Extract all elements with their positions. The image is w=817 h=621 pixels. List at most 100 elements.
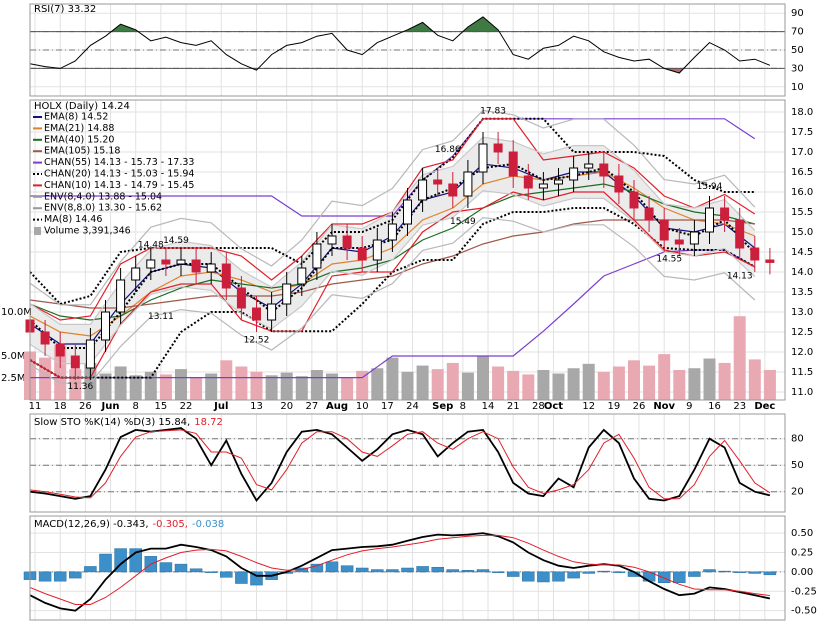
volume-bar bbox=[446, 362, 459, 400]
y-tick-label: 50 bbox=[791, 45, 804, 56]
y-tick-label: 10 bbox=[791, 82, 804, 93]
legend-label: EMA(21) 14.88 bbox=[44, 123, 114, 134]
channel-lower bbox=[29, 190, 756, 365]
candle-body bbox=[297, 267, 307, 285]
volume-bar bbox=[386, 357, 399, 400]
candle-body bbox=[493, 143, 503, 153]
candle-body bbox=[508, 151, 518, 177]
y-tick-label: 16.0 bbox=[791, 187, 813, 198]
candle-body bbox=[252, 307, 261, 321]
x-tick-label: 14 bbox=[482, 401, 495, 412]
histogram-bar bbox=[748, 571, 762, 574]
candle-body bbox=[282, 283, 292, 305]
histogram-bar bbox=[612, 571, 626, 573]
panel-frame bbox=[29, 413, 786, 513]
y-tick-label: 12.5 bbox=[791, 327, 813, 338]
y-tick-label: 90 bbox=[791, 8, 804, 19]
x-tick-label: Sep bbox=[432, 401, 453, 412]
candle-body bbox=[433, 179, 443, 185]
volume-bar bbox=[190, 377, 203, 400]
signal-line bbox=[29, 429, 771, 500]
x-tick-label: 26 bbox=[79, 401, 92, 412]
y-tick-label: 11.5 bbox=[791, 367, 813, 378]
panel-title: MACD(12,26,9) -0.343, -0.305, -0.038 bbox=[34, 519, 224, 530]
histogram-bar bbox=[476, 569, 490, 573]
volume-bar bbox=[265, 375, 278, 400]
candle-body bbox=[191, 259, 201, 273]
x-tick-label: Jun bbox=[101, 401, 120, 412]
volume-bar bbox=[477, 355, 489, 400]
histogram-bar bbox=[416, 566, 429, 573]
histogram-bar bbox=[386, 569, 399, 573]
y-tick-label: 15.0 bbox=[791, 227, 813, 238]
volume-tick-label: 2.5M bbox=[1, 373, 26, 384]
candle-body bbox=[221, 263, 231, 289]
legend-label: CHAN(10) 14.13 - 14.79 - 15.45 bbox=[44, 180, 194, 191]
histogram-bar bbox=[174, 563, 188, 573]
candle-body bbox=[206, 263, 216, 273]
histogram-bar bbox=[491, 571, 505, 573]
volume-bar bbox=[552, 373, 565, 400]
title-part: -0.305, bbox=[153, 519, 188, 530]
volume-bar bbox=[537, 370, 550, 400]
histogram-bar bbox=[431, 566, 444, 573]
panel-frame bbox=[29, 99, 786, 401]
x-tick-label: Nov bbox=[653, 401, 675, 412]
x-tick-label: Dec bbox=[754, 401, 775, 412]
y-tick-label: 16.5 bbox=[791, 167, 813, 178]
legend-label: EMA(40) 15.20 bbox=[44, 134, 114, 145]
candle-body bbox=[55, 343, 65, 357]
volume-bar bbox=[205, 373, 218, 400]
histogram-bar bbox=[38, 571, 52, 582]
volume-bar bbox=[567, 368, 580, 400]
volume-bar bbox=[733, 316, 746, 400]
candle-body bbox=[267, 303, 277, 321]
histogram-bar bbox=[597, 570, 611, 573]
price-annotation: 11.36 bbox=[67, 382, 93, 392]
legend-swatch bbox=[34, 227, 41, 235]
volume-bar bbox=[39, 357, 52, 400]
volume-bar bbox=[99, 373, 112, 400]
y-tick-label: 17.0 bbox=[791, 147, 813, 158]
volume-bar bbox=[492, 366, 505, 400]
histogram-bar bbox=[340, 565, 354, 573]
y-tick-label: 18.0 bbox=[791, 107, 813, 118]
x-tick-label: 27 bbox=[305, 401, 318, 412]
legend-label: ENV(8,4.0) 13.88 - 15.04 bbox=[44, 191, 162, 202]
volume-bar bbox=[401, 371, 414, 400]
title-part: 18.72 bbox=[194, 417, 223, 428]
x-tick-label: Aug bbox=[326, 401, 348, 412]
histogram-bar bbox=[552, 571, 565, 582]
histogram-bar bbox=[235, 571, 248, 584]
panel-title: RSI(7) 33.32 bbox=[34, 4, 96, 15]
candle-body bbox=[312, 243, 322, 269]
candle-body bbox=[674, 239, 684, 245]
legend-label: CHAN(55) 14.13 - 15.73 - 17.33 bbox=[44, 157, 194, 168]
price-annotation: 15.94 bbox=[697, 182, 723, 192]
volume-bar bbox=[582, 363, 595, 400]
candle-body bbox=[327, 235, 337, 245]
y-tick-label: 13.0 bbox=[791, 307, 813, 318]
y-tick-label: 0.00 bbox=[791, 567, 813, 578]
histogram-bar bbox=[401, 567, 414, 573]
volume-bar bbox=[250, 371, 263, 400]
candle-body bbox=[584, 163, 594, 169]
y-tick-label: 0.25 bbox=[791, 547, 813, 558]
x-tick-label: 15 bbox=[154, 401, 167, 412]
candle-body bbox=[372, 239, 382, 261]
candle-body bbox=[357, 247, 367, 261]
histogram-bar bbox=[673, 571, 686, 583]
candle-body bbox=[387, 223, 397, 241]
candle-body bbox=[554, 179, 563, 185]
candle-body bbox=[705, 207, 714, 233]
volume-bar bbox=[371, 368, 384, 400]
histogram-bar bbox=[99, 553, 112, 573]
candle-body bbox=[629, 191, 639, 209]
title-part: -0.038 bbox=[192, 519, 224, 530]
candle-body bbox=[523, 175, 533, 189]
x-tick-label: 12 bbox=[582, 401, 595, 412]
histogram-bar bbox=[537, 571, 550, 583]
x-tick-label: 26 bbox=[633, 401, 646, 412]
volume-bar bbox=[341, 377, 354, 400]
